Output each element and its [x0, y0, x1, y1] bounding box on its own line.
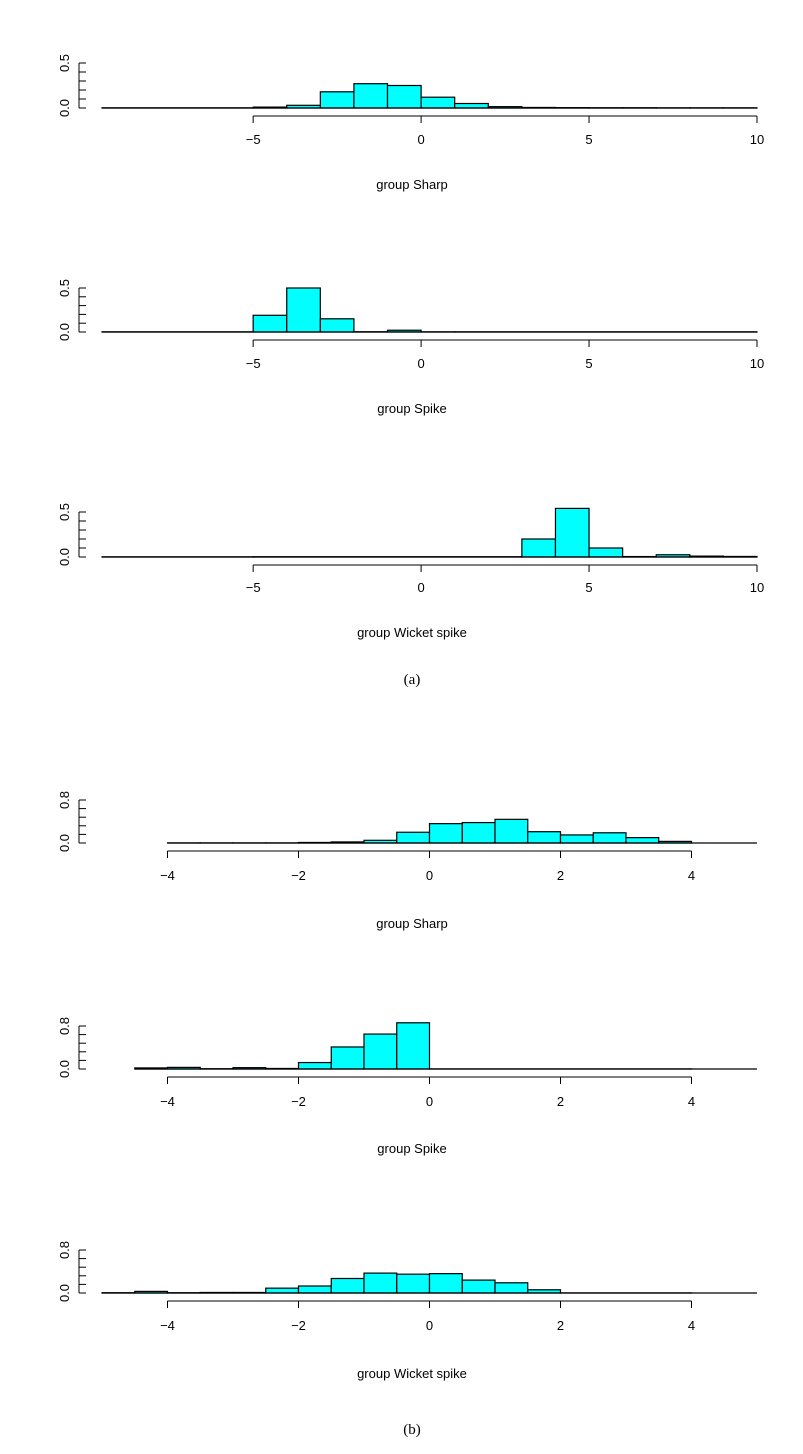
- histogram-bar: [559, 834, 594, 844]
- x-tick-label: −2: [291, 1094, 306, 1109]
- panel-5: −4 −2 0 2 4 0.0 0.8 group Spike: [57, 1017, 757, 1156]
- histogram-bar: [297, 1285, 332, 1294]
- y-tick-label: 0.0: [57, 1284, 72, 1302]
- panel-xlabel: group Sharp: [376, 177, 448, 192]
- histogram-bar: [454, 102, 489, 109]
- histogram-bar: [386, 84, 422, 109]
- histogram-bar: [396, 1022, 431, 1070]
- histogram-bar: [461, 1279, 496, 1294]
- histogram-bar: [252, 314, 288, 333]
- histogram-bar: [265, 1287, 300, 1294]
- histogram-bar: [428, 1273, 463, 1294]
- x-tick-label: 5: [585, 356, 592, 371]
- y-tick-label: 0.8: [57, 1017, 72, 1035]
- x-tick-label: −5: [246, 356, 261, 371]
- x-tick-label: −5: [246, 580, 261, 595]
- x-tick-label: −4: [160, 1318, 175, 1333]
- histogram-bar: [625, 837, 660, 844]
- histogram-panels: −5 0 5 10 0.0 0.5 group Sharp −5 0 5 10 0.0 0.5 group…: [57, 54, 764, 1381]
- x-tick-label: 4: [688, 868, 695, 883]
- x-tick-label: −5: [246, 132, 261, 147]
- x-tick-label: 5: [585, 580, 592, 595]
- panel-xlabel: group Sharp: [376, 916, 448, 931]
- histogram-bar: [494, 1282, 529, 1294]
- x-tick-label: 5: [585, 132, 592, 147]
- histogram-bar: [396, 831, 431, 844]
- panel-1: −5 0 5 10 0.0 0.5 group Sharp: [57, 54, 764, 192]
- y-tick-label: 0.8: [57, 791, 72, 809]
- histogram-bar: [330, 1277, 365, 1294]
- x-tick-label: 4: [688, 1318, 695, 1333]
- histogram-bar: [353, 83, 389, 109]
- x-tick-label: 0: [417, 356, 424, 371]
- panel-xlabel: group Spike: [377, 401, 446, 416]
- x-tick-label: −4: [160, 868, 175, 883]
- histogram-bar: [554, 507, 590, 558]
- histogram-bar: [286, 287, 321, 333]
- panel-4: −4 −2 0 2 4 0.0 0.8 group Sharp: [57, 791, 757, 931]
- y-tick-label: 0.0: [57, 834, 72, 852]
- x-tick-label: 10: [750, 132, 764, 147]
- histogram-bar: [330, 1046, 365, 1070]
- x-tick-label: 10: [750, 356, 764, 371]
- histogram-bar: [494, 818, 529, 844]
- histogram-bar: [363, 1272, 398, 1294]
- histogram-bar: [461, 821, 496, 844]
- histogram-bar: [428, 823, 463, 844]
- y-tick-label: 0.5: [57, 279, 72, 297]
- x-tick-label: 10: [750, 580, 764, 595]
- y-tick-label: 0.5: [57, 54, 72, 72]
- histogram-bar: [319, 318, 355, 333]
- x-tick-label: −4: [160, 1094, 175, 1109]
- x-tick-label: 0: [426, 868, 433, 883]
- y-tick-label: 0.8: [57, 1241, 72, 1259]
- caption-b: (b): [403, 1422, 421, 1438]
- caption-a: (a): [404, 672, 421, 688]
- histogram-bar: [420, 96, 456, 109]
- x-tick-label: 4: [688, 1094, 695, 1109]
- y-tick-label: 0.0: [57, 99, 72, 117]
- x-tick-label: 2: [557, 1094, 564, 1109]
- panel-xlabel: group Wicket spike: [357, 1366, 467, 1381]
- histogram-bar: [319, 91, 355, 109]
- x-tick-label: −2: [291, 1318, 306, 1333]
- histogram-bar: [297, 1061, 332, 1070]
- histogram-bar: [588, 547, 624, 558]
- histogram-bar: [521, 538, 557, 558]
- x-tick-label: 0: [417, 580, 424, 595]
- x-tick-label: 0: [426, 1318, 433, 1333]
- y-tick-label: 0.0: [57, 548, 72, 566]
- panel-2: −5 0 5 10 0.0 0.5 group Spike: [57, 279, 764, 416]
- histogram-bar: [363, 1033, 398, 1070]
- histogram-bar: [396, 1273, 431, 1294]
- x-tick-label: −2: [291, 868, 306, 883]
- y-tick-label: 0.0: [57, 323, 72, 341]
- y-tick-label: 0.5: [57, 503, 72, 521]
- x-tick-label: 0: [417, 132, 424, 147]
- x-tick-label: 2: [557, 868, 564, 883]
- y-tick-label: 0.0: [57, 1060, 72, 1078]
- panel-6: −4 −2 0 2 4 0.0 0.8 group Wicket spike: [57, 1241, 757, 1381]
- histogram-bar: [592, 832, 627, 844]
- histogram-bar: [527, 831, 562, 844]
- panel-xlabel: group Wicket spike: [357, 625, 467, 640]
- panel-3: −5 0 5 10 0.0 0.5 group Wicket spike: [57, 503, 764, 640]
- panel-xlabel: group Spike: [377, 1141, 446, 1156]
- x-tick-label: 2: [557, 1318, 564, 1333]
- x-tick-label: 0: [426, 1094, 433, 1109]
